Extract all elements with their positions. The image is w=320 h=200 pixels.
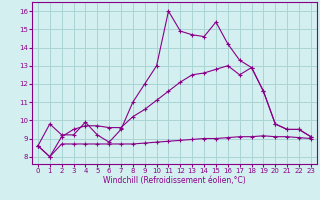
X-axis label: Windchill (Refroidissement éolien,°C): Windchill (Refroidissement éolien,°C) bbox=[103, 176, 246, 185]
